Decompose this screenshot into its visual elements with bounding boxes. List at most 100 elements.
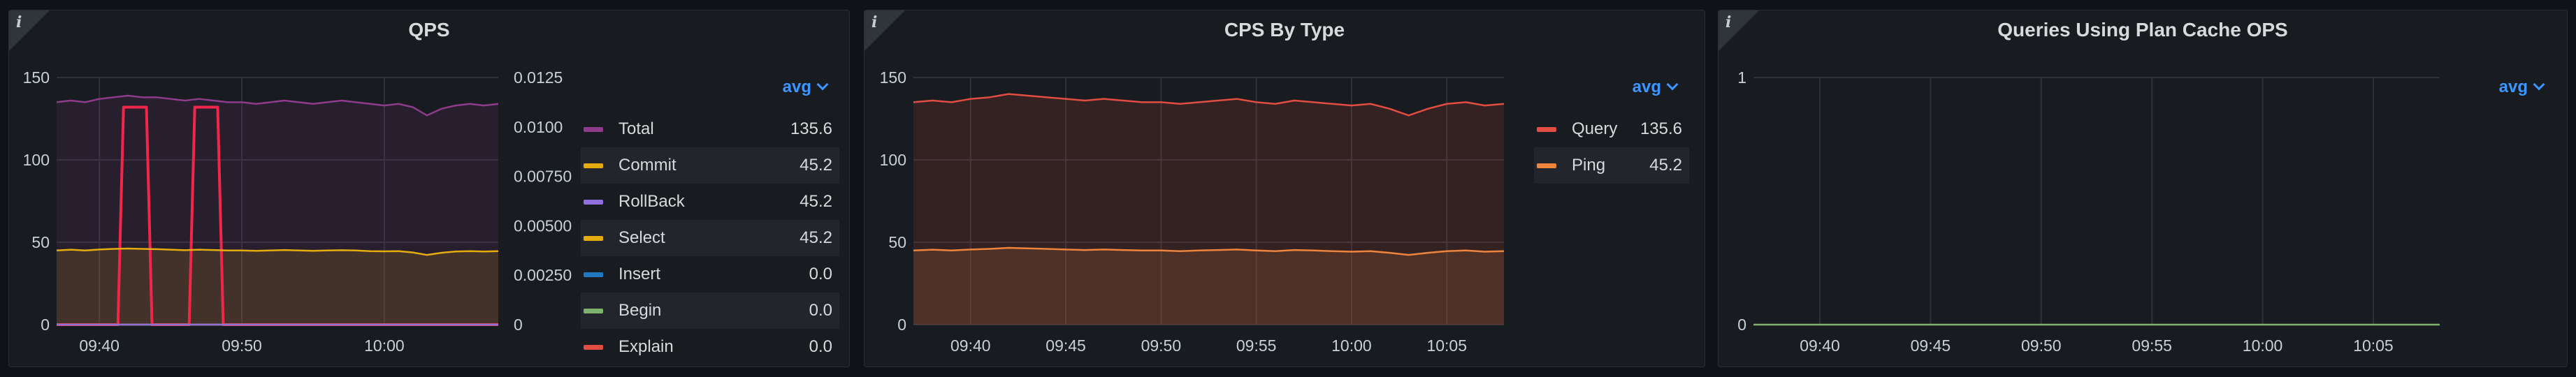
plan-cache-panel: i Queries Using Plan Cache OPS 0 1 09:40 09… [1718, 10, 2568, 367]
series-area-total [57, 95, 498, 325]
qps-legend: Total 135.6 Commit 45.2 RollBack 45.2 Select 45… [581, 111, 839, 365]
legend-item-select[interactable]: Select 45.2 [581, 220, 839, 256]
x-tick-label: 09:50 [1141, 337, 1182, 355]
qps-panel: i QPS 0 50 100 150 0 0.00250 0.00500 0.00750 0.0… [8, 10, 850, 367]
legend-swatch [584, 126, 603, 132]
y2-tick-label: 0.00250 [514, 266, 572, 284]
legend-swatch [584, 308, 603, 313]
legend-label: Select [618, 228, 665, 247]
legend-label: Total [618, 119, 654, 138]
legend-item-commit[interactable]: Commit 45.2 [581, 147, 839, 184]
legend-avg-label: avg [2498, 77, 2528, 96]
y-tick-label: 50 [31, 233, 50, 251]
series-line-query [913, 93, 1505, 117]
legend-avg-sort[interactable]: avg [1572, 77, 1679, 97]
y-tick-label: 1 [1737, 68, 1746, 87]
x-tick-label: 09:40 [1800, 337, 1840, 355]
legend-swatch [584, 272, 603, 277]
series-line-ping [913, 246, 1505, 256]
x-tick-label: 10:00 [1331, 337, 1372, 355]
legend-avg-sort[interactable]: avg [2438, 77, 2545, 97]
series-area-commit [57, 248, 498, 325]
legend-item-explain[interactable]: Explain 0.0 [581, 329, 839, 365]
x-tick-label: 10:00 [2243, 337, 2283, 355]
panel-title[interactable]: QPS [408, 19, 450, 40]
x-tick-label: 09:45 [1911, 337, 1951, 355]
legend-avg-label: avg [782, 77, 811, 96]
info-icon[interactable]: i [871, 13, 878, 31]
y2-tick-label: 0.00750 [514, 168, 572, 186]
legend-value: 135.6 [790, 119, 832, 138]
chevron-down-icon [2533, 78, 2545, 91]
series-line-total [56, 94, 499, 117]
legend-item-ping[interactable]: Ping 45.2 [1534, 147, 1689, 184]
y-tick-label: 150 [23, 68, 50, 87]
legend-swatch [584, 199, 603, 205]
x-tick-label: 09:40 [950, 337, 991, 355]
panel-corner [9, 10, 50, 51]
plan-cache-chart: 0 1 09:40 09:45 09:50 09:55 10:00 10:05 [1737, 68, 2440, 355]
panel-title[interactable]: CPS By Type [1224, 19, 1345, 40]
legend-value: 0.0 [809, 301, 832, 320]
series-area-ping [913, 248, 1504, 325]
x-tick-label: 09:50 [222, 337, 262, 355]
x-tick-label: 09:55 [1236, 337, 1277, 355]
x-tick-label: 09:55 [2132, 337, 2172, 355]
x-tick-label: 09:50 [2021, 337, 2062, 355]
legend-item-insert[interactable]: Insert 0.0 [581, 256, 839, 293]
legend-swatch [584, 163, 603, 168]
legend-label: Commit [618, 156, 676, 175]
legend-value: 45.2 [799, 156, 832, 175]
series-area-query [913, 94, 1504, 325]
cps-legend: Query 135.6 Ping 45.2 [1534, 111, 1689, 184]
legend-swatch [584, 235, 603, 241]
legend-item-query[interactable]: Query 135.6 [1534, 111, 1689, 147]
legend-value: 0.0 [809, 265, 832, 283]
y-tick-label: 100 [880, 151, 906, 169]
info-icon[interactable]: i [1725, 13, 1732, 31]
legend-label: Ping [1572, 156, 1606, 175]
y-tick-label: 0 [1737, 316, 1746, 334]
x-tick-label: 09:45 [1045, 337, 1086, 355]
legend-value: 45.2 [799, 228, 832, 247]
y2-tick-label: 0.0100 [514, 118, 563, 136]
x-tick-label: 10:05 [2353, 337, 2394, 355]
y2-tick-label: 0.0125 [514, 68, 563, 87]
panel-corner [1718, 10, 1759, 51]
y-tick-label: 100 [23, 151, 50, 169]
legend-label: RollBack [618, 192, 685, 211]
x-tick-label: 09:40 [79, 337, 120, 355]
legend-item-begin[interactable]: Begin 0.0 [581, 293, 839, 329]
legend-swatch [1537, 126, 1556, 132]
legend-label: Query [1572, 119, 1618, 138]
legend-value: 45.2 [1649, 156, 1682, 175]
panel-title[interactable]: Queries Using Plan Cache OPS [1997, 19, 2288, 40]
x-tick-label: 10:00 [364, 337, 405, 355]
legend-value: 45.2 [799, 192, 832, 211]
y-tick-label: 0 [897, 316, 906, 334]
cps-by-type-panel: i CPS By Type 0 50 100 150 09:40 09:45 09:50 09… [864, 10, 1705, 367]
legend-swatch [584, 344, 603, 350]
x-tick-label: 10:05 [1426, 337, 1467, 355]
y-tick-label: 150 [880, 68, 906, 87]
legend-item-rollback[interactable]: RollBack 45.2 [581, 184, 839, 220]
y-tick-label: 50 [888, 233, 906, 251]
legend-value: 0.0 [809, 337, 832, 356]
qps-chart: 0 50 100 150 0 0.00250 0.00500 0.00750 0.0100 0.0… [23, 68, 572, 355]
chevron-down-icon [1666, 78, 1679, 91]
y-tick-label: 0 [41, 316, 50, 334]
info-icon[interactable]: i [16, 13, 22, 31]
legend-label: Begin [618, 301, 662, 320]
legend-item-total[interactable]: Total 135.6 [581, 111, 839, 147]
panel-corner [864, 10, 905, 51]
legend-avg-sort[interactable]: avg [722, 77, 829, 97]
chevron-down-icon [816, 78, 829, 91]
y2-tick-label: 0.00500 [514, 216, 572, 235]
legend-label: Insert [618, 265, 661, 283]
legend-value: 135.6 [1640, 119, 1682, 138]
legend-avg-label: avg [1632, 77, 1661, 96]
legend-swatch [1537, 163, 1556, 168]
y2-tick-label: 0 [514, 316, 523, 334]
series-line-commit [56, 247, 499, 256]
cps-chart: 0 50 100 150 09:40 09:45 09:50 09:55 10:00 10:05 [880, 68, 1505, 355]
